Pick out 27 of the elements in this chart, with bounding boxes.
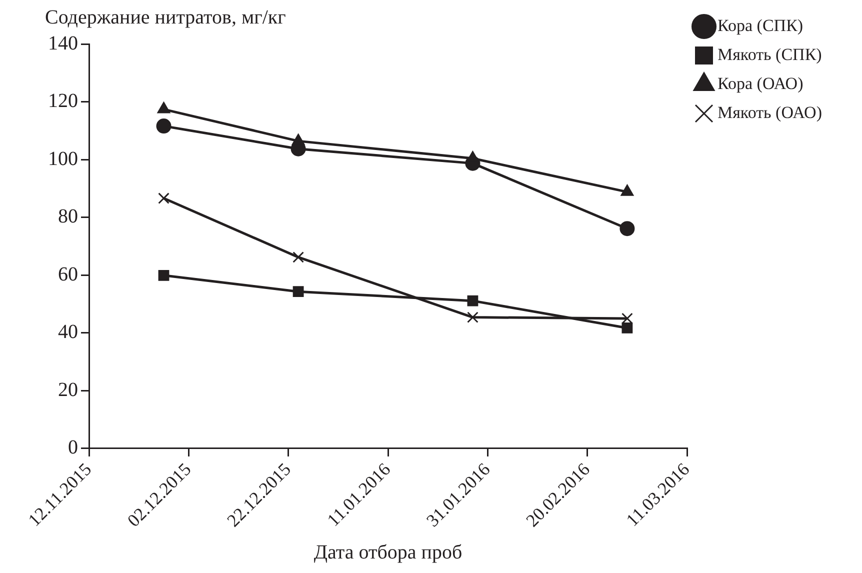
point <box>292 134 305 146</box>
y-tick-label: 140 <box>48 32 78 54</box>
legend-label: Кора (СПК) <box>718 16 804 35</box>
legend-label: Мякоть (ОАО) <box>718 102 822 122</box>
y-tick-label: 80 <box>58 206 78 228</box>
y-tick-label: 100 <box>48 148 78 170</box>
legend-label: Мякоть (СПК) <box>718 44 822 64</box>
y-tick-label: 20 <box>58 378 78 401</box>
point <box>157 102 170 114</box>
y-tick-label: 120 <box>48 90 78 112</box>
point <box>620 184 634 196</box>
point <box>467 312 478 323</box>
y-axis-title: Содержание нитратов, мг/кг <box>45 6 286 28</box>
point <box>620 221 635 236</box>
point <box>158 270 170 281</box>
point <box>467 295 478 306</box>
point <box>156 118 172 134</box>
x-axis-title: Дата отбора проб <box>314 541 462 564</box>
point <box>622 322 633 334</box>
y-tick-label: 60 <box>58 263 78 286</box>
point <box>292 252 304 263</box>
y-tick-label: 0 <box>68 436 78 459</box>
point <box>622 312 633 324</box>
legend-label: Кора (ОАО) <box>718 74 804 93</box>
y-tick-label: 40 <box>58 321 78 344</box>
point <box>158 192 170 204</box>
point <box>292 286 304 298</box>
